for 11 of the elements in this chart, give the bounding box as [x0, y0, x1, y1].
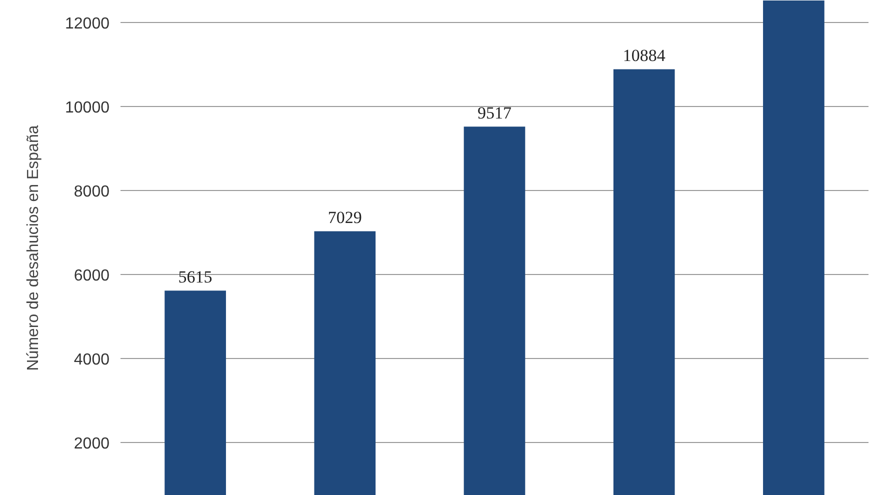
data-label: 5615: [178, 268, 212, 287]
y-axis-title: Número de desahucios en España: [25, 125, 42, 371]
data-label: 7029: [328, 208, 362, 228]
y-tick-label: 8000: [74, 183, 110, 200]
data-label: 10884: [622, 46, 666, 66]
y-tick-label: 6000: [74, 267, 110, 284]
y-tick-label: 2000: [74, 436, 110, 453]
y-tick-label: 4000: [74, 352, 110, 369]
y-tick-label: 12000: [65, 15, 110, 32]
data-label: 9517: [478, 104, 512, 123]
y-tick-label: 10000: [65, 99, 110, 116]
